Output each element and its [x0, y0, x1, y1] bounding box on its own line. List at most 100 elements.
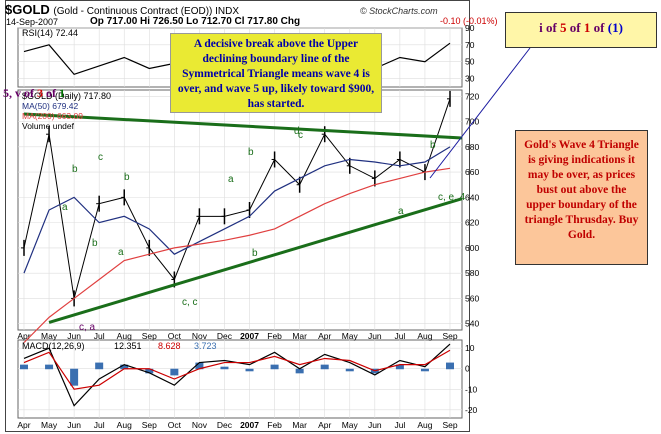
x-tick-label: Jul: [94, 331, 105, 341]
x-tick-label: Jun: [368, 331, 382, 341]
wave-mark: a: [398, 206, 404, 217]
x-tick-label-macd: Mar: [292, 420, 307, 430]
x-tick-label: Oct: [168, 331, 182, 341]
wave-label-5: 5: [560, 20, 567, 35]
macd-histogram-bar: [270, 364, 279, 370]
wave-count-label: i of 5 of 1 of (1): [505, 12, 657, 48]
left-label-b: 3: [37, 86, 43, 100]
price-line: [23, 98, 451, 299]
wave-mark: b: [248, 147, 254, 158]
macd-histogram-bar: [120, 364, 129, 370]
x-tick-label: Apr: [17, 331, 30, 341]
macd-legend-title: MACD(12,26,9): [22, 341, 85, 351]
macd-histogram-bar: [295, 368, 304, 374]
price-tick-label: 660: [465, 167, 479, 177]
price-tick-label: 620: [465, 218, 479, 228]
price-tick-label: 700: [465, 117, 479, 127]
ma-line-2: [23, 167, 451, 344]
symbol: $GOLD: [5, 2, 50, 17]
wave-label-paren: (1): [607, 20, 623, 35]
x-tick-label-macd: Apr: [17, 420, 30, 430]
macd-panel: [17, 339, 463, 419]
price-legend-title: $GOLD (Daily) 717.80: [22, 91, 111, 101]
macd-histogram-bar: [70, 368, 79, 386]
x-tick-label-macd: 2007: [240, 420, 259, 430]
x-tick-label: Feb: [267, 331, 282, 341]
wave-mark: b: [72, 164, 78, 175]
side-note-box: Gold's Wave 4 Triangle is giving indicat…: [515, 130, 648, 265]
x-tick-label-macd: Oct: [168, 420, 182, 430]
quote-line: Op 717.00 Hi 726.50 Lo 712.70 Cl 717.80 …: [90, 16, 301, 27]
annotation-text: A decisive break above the Upper declini…: [177, 38, 375, 110]
x-tick-label-macd: Apr: [318, 420, 331, 430]
left-label-a: 5, v of: [3, 86, 37, 100]
x-tick-label-macd: Feb: [267, 420, 282, 430]
macd-tick-label: -10: [465, 384, 478, 394]
wave-mark: c, e, 4: [438, 192, 466, 203]
wave-mark: c: [98, 152, 103, 163]
ma50-legend: MA(50) 679.42: [22, 101, 78, 111]
rsi-tick-label: 70: [465, 40, 475, 50]
wave-mark: c: [298, 130, 303, 141]
x-tick-label: 2007: [240, 331, 259, 341]
macd-histogram-bar: [95, 362, 104, 370]
macd-histogram-bar: [395, 364, 404, 370]
x-tick-label-macd: Aug: [417, 420, 432, 430]
x-tick-label-macd: Nov: [192, 420, 208, 430]
annotation-box: A decisive break above the Upper declini…: [170, 33, 382, 113]
macd-histogram-bar: [345, 368, 354, 372]
wave-mark: d: [294, 126, 300, 137]
x-tick-label: Jun: [67, 331, 81, 341]
wave-mark: a: [62, 202, 68, 213]
trendline-lower: [48, 197, 463, 324]
volume-legend: Volume undef: [22, 121, 75, 131]
x-tick-label-macd: Sep: [142, 420, 157, 430]
x-tick-label: Apr: [318, 331, 331, 341]
wave-mark: a: [228, 174, 234, 185]
x-tick-label-macd: May: [342, 420, 359, 430]
wave-label-1: 1: [583, 20, 591, 35]
price-tick-label: 640: [465, 192, 479, 202]
macd-histogram-bar: [145, 368, 154, 374]
x-tick-label: Aug: [417, 331, 432, 341]
x-tick-label: Nov: [192, 331, 208, 341]
wave-label-prefix: i of: [539, 20, 561, 35]
price-panel: [17, 89, 463, 331]
ma-line-1: [23, 146, 451, 274]
x-tick-label: Jul: [394, 331, 405, 341]
macd-histogram-bar: [320, 364, 329, 370]
wave-mark: b: [92, 238, 98, 249]
macd-legend-signal: 8.628: [158, 341, 181, 351]
x-tick-label: Sep: [442, 331, 457, 341]
macd-histogram-bar: [446, 362, 454, 370]
macd-histogram-bar: [170, 368, 179, 376]
macd-tick-label: 10: [465, 343, 475, 353]
price-tick-label: 680: [465, 142, 479, 152]
x-tick-label-macd: Aug: [117, 420, 132, 430]
price-tick-label: 560: [465, 293, 479, 303]
side-note-text: Gold's Wave 4 Triangle is giving indicat…: [524, 139, 639, 241]
rsi-tick-label: 50: [465, 57, 475, 67]
macd-legend-hist: 3.723: [194, 341, 217, 351]
symbol-subtitle: (Gold - Continuous Contract (EOD)) INDX: [53, 6, 240, 17]
macd-histogram-bar: [220, 366, 229, 370]
wave-label-of2: of: [590, 20, 608, 35]
macd-legend-value: 12.351: [114, 341, 142, 351]
x-tick-label-macd: Jul: [394, 420, 405, 430]
x-tick-label-macd: May: [41, 420, 58, 430]
x-tick-label: May: [41, 331, 58, 341]
x-tick-label-macd: Jul: [94, 420, 105, 430]
left-label-c: of: [43, 86, 59, 100]
x-tick-label: Dec: [217, 331, 233, 341]
x-tick-label-macd: Dec: [217, 420, 233, 430]
wave-mark: c, c: [182, 297, 198, 308]
x-tick-label: Aug: [117, 331, 132, 341]
x-tick-label-macd: Jun: [67, 420, 81, 430]
macd-histogram-bar: [245, 368, 254, 372]
wave-mark: c, a: [79, 322, 96, 333]
x-tick-label: Sep: [142, 331, 157, 341]
wave-mark: b: [124, 172, 130, 183]
macd-tick-label: 0: [465, 364, 470, 374]
x-tick-label-macd: Sep: [442, 420, 457, 430]
